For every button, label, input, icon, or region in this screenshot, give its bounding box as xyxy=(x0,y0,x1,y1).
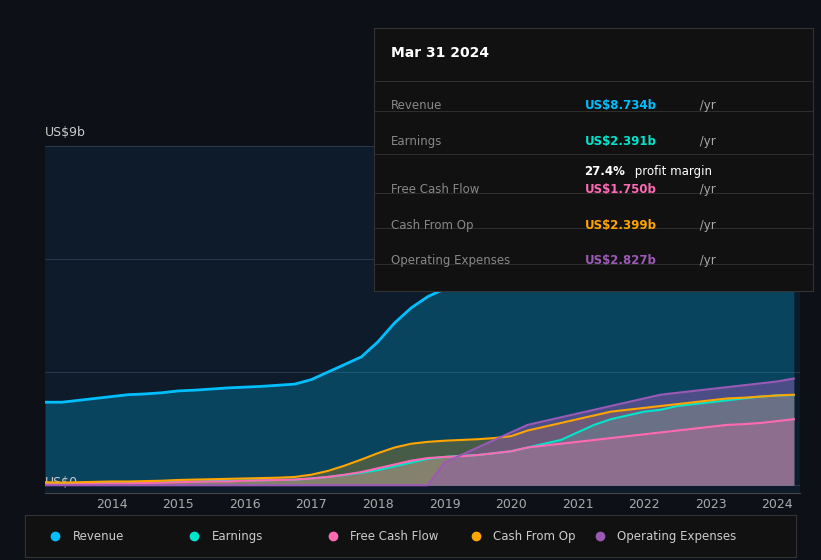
Text: /yr: /yr xyxy=(696,219,716,232)
Text: /yr: /yr xyxy=(696,254,716,267)
Text: profit margin: profit margin xyxy=(631,165,712,178)
Text: Mar 31 2024: Mar 31 2024 xyxy=(391,46,489,60)
Text: US$0: US$0 xyxy=(45,477,78,489)
Text: Earnings: Earnings xyxy=(211,530,263,543)
Text: US$2.827b: US$2.827b xyxy=(585,254,656,267)
Text: Revenue: Revenue xyxy=(72,530,124,543)
Text: /yr: /yr xyxy=(696,134,716,148)
Text: /yr: /yr xyxy=(696,99,716,112)
Text: /yr: /yr xyxy=(696,183,716,197)
Text: 27.4%: 27.4% xyxy=(585,165,626,178)
Text: Revenue: Revenue xyxy=(391,99,443,112)
Text: US$2.399b: US$2.399b xyxy=(585,219,656,232)
Text: Earnings: Earnings xyxy=(391,134,443,148)
Text: US$9b: US$9b xyxy=(45,125,86,139)
Text: US$8.734b: US$8.734b xyxy=(585,99,656,112)
Text: Free Cash Flow: Free Cash Flow xyxy=(391,183,479,197)
Text: US$2.391b: US$2.391b xyxy=(585,134,656,148)
Text: Operating Expenses: Operating Expenses xyxy=(391,254,511,267)
Text: US$1.750b: US$1.750b xyxy=(585,183,656,197)
Text: Free Cash Flow: Free Cash Flow xyxy=(351,530,438,543)
Text: Operating Expenses: Operating Expenses xyxy=(617,530,736,543)
Text: Cash From Op: Cash From Op xyxy=(391,219,474,232)
Text: Cash From Op: Cash From Op xyxy=(493,530,576,543)
